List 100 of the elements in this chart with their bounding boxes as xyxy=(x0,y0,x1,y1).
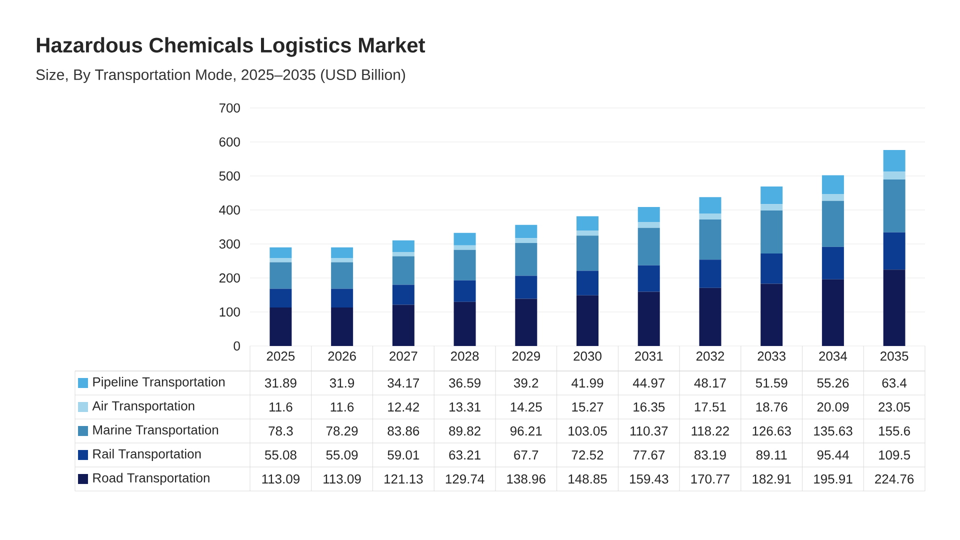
data-label: 77.67 xyxy=(633,450,665,460)
data-label: 59.01 xyxy=(388,450,420,460)
data-label: 11.6 xyxy=(270,402,292,412)
y-tick-label: 100 xyxy=(220,307,240,317)
data-label: 95.44 xyxy=(817,450,849,460)
data-label: 113.09 xyxy=(262,474,300,484)
bar xyxy=(638,207,660,222)
bar xyxy=(331,258,354,262)
bar xyxy=(760,284,783,346)
data-label: 63.4 xyxy=(882,378,907,388)
data-label: 89.11 xyxy=(756,450,787,460)
bar xyxy=(760,186,783,204)
bar xyxy=(883,270,906,346)
bar xyxy=(822,246,844,280)
data-label: 51.59 xyxy=(756,378,788,388)
data-label: 96.21 xyxy=(510,426,542,436)
data-label: 72.52 xyxy=(572,450,604,460)
x-tick-label: 2025 xyxy=(266,352,295,361)
bar xyxy=(454,245,476,250)
bar xyxy=(883,172,906,180)
x-tick-label: 2028 xyxy=(450,352,479,361)
bar xyxy=(515,238,538,244)
data-label: 67.7 xyxy=(514,450,538,460)
bar xyxy=(392,284,414,305)
bar xyxy=(515,276,538,299)
data-label: 20.09 xyxy=(817,402,849,412)
x-tick-label: 2032 xyxy=(696,352,724,361)
data-label: 113.09 xyxy=(324,474,361,484)
bar xyxy=(270,258,292,262)
data-label: 135.63 xyxy=(814,426,852,436)
bar xyxy=(270,288,292,308)
data-label: 55.26 xyxy=(817,378,849,388)
bar xyxy=(331,288,354,308)
bar xyxy=(576,230,599,236)
data-label: 31.9 xyxy=(330,378,354,388)
bar xyxy=(699,213,722,220)
bar xyxy=(638,265,660,292)
chart-title: Hazardous Chemicals Logistics Market xyxy=(36,37,426,57)
bar xyxy=(576,236,599,271)
bar xyxy=(331,247,354,258)
y-tick-label: 0 xyxy=(234,341,240,351)
data-label: 48.17 xyxy=(694,378,726,388)
chart-subtitle: Size, By Transportation Mode, 2025–2035 (USD Billion) xyxy=(36,69,405,83)
bar xyxy=(270,308,292,346)
data-label: 55.08 xyxy=(264,450,296,460)
x-tick-label: 2026 xyxy=(328,352,356,361)
bar xyxy=(883,179,906,232)
y-tick-label: 400 xyxy=(219,205,240,215)
y-tick-label: 600 xyxy=(219,137,240,147)
data-label: 83.86 xyxy=(388,426,420,436)
bar xyxy=(515,243,538,276)
bar xyxy=(638,228,660,266)
data-label: 17.51 xyxy=(694,402,726,412)
legend-label: Road Transportation xyxy=(93,472,210,486)
bar xyxy=(699,197,722,214)
bar xyxy=(822,194,844,201)
bar xyxy=(454,302,476,346)
data-label: 121.13 xyxy=(384,474,423,484)
bar xyxy=(454,280,476,302)
bar xyxy=(699,260,722,288)
bar xyxy=(638,222,660,228)
data-label: 78.29 xyxy=(326,426,358,436)
data-label: 103.05 xyxy=(568,426,607,436)
bar xyxy=(760,254,783,284)
legend-label: Air Transportation xyxy=(92,400,194,414)
x-tick-label: 2031 xyxy=(635,352,663,361)
y-tick-label: 500 xyxy=(219,171,240,181)
bar xyxy=(576,270,599,296)
data-label: 14.25 xyxy=(510,402,542,412)
bar xyxy=(760,204,783,210)
bar xyxy=(454,232,476,246)
bar xyxy=(576,295,599,346)
x-tick-label: 2035 xyxy=(880,352,908,361)
bar xyxy=(515,224,538,238)
data-label: 126.63 xyxy=(752,426,791,436)
y-tick-label: 700 xyxy=(219,103,240,113)
data-label: 89.82 xyxy=(449,426,480,436)
bar xyxy=(331,308,354,346)
bar xyxy=(822,279,844,346)
data-label: 83.19 xyxy=(694,450,726,460)
bar xyxy=(883,232,906,270)
data-label: 63.21 xyxy=(449,450,480,460)
bar xyxy=(392,304,414,346)
data-label: 148.85 xyxy=(568,474,607,484)
data-label: 36.59 xyxy=(449,378,480,388)
bar xyxy=(638,292,660,346)
data-label: 138.96 xyxy=(507,474,546,484)
data-label: 110.37 xyxy=(630,426,668,436)
data-label: 159.43 xyxy=(630,474,668,484)
data-label: 118.22 xyxy=(692,426,729,436)
bar xyxy=(392,256,414,285)
bar xyxy=(760,210,783,254)
x-tick-label: 2030 xyxy=(574,352,602,361)
x-tick-label: 2033 xyxy=(758,352,786,361)
data-label: 41.99 xyxy=(572,378,604,388)
bar xyxy=(822,200,844,247)
bar xyxy=(270,247,292,258)
x-tick-label: 2027 xyxy=(390,352,418,361)
y-tick-label: 300 xyxy=(219,239,240,249)
legend-label: Pipeline Transportation xyxy=(93,376,225,390)
